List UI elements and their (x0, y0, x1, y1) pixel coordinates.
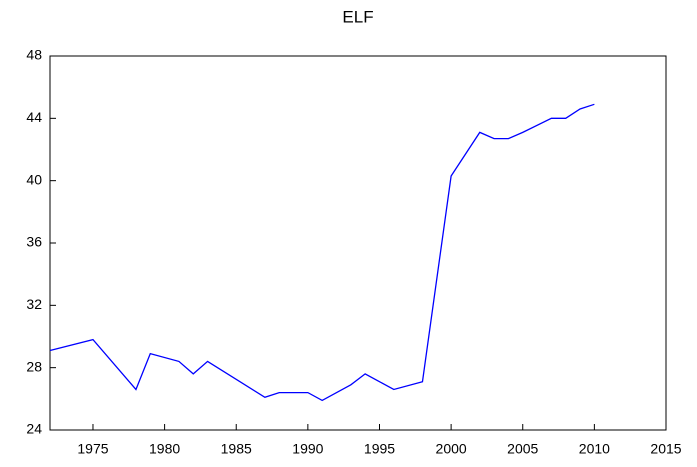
x-tick-label: 2005 (507, 441, 538, 457)
x-tick-label: 1990 (292, 441, 323, 457)
x-tick-label: 1975 (77, 441, 108, 457)
x-tick-label: 2015 (650, 441, 681, 457)
x-tick-label: 2000 (436, 441, 467, 457)
y-tick-label: 44 (26, 109, 42, 125)
x-tick-label: 1980 (149, 441, 180, 457)
x-tick-label: 2010 (579, 441, 610, 457)
y-tick-label: 48 (26, 47, 42, 63)
chart-title: ELF (342, 7, 373, 26)
y-tick-label: 32 (26, 296, 42, 312)
y-tick-label: 40 (26, 171, 42, 187)
y-tick-label: 36 (26, 234, 42, 250)
x-tick-label: 1995 (364, 441, 395, 457)
y-tick-label: 24 (26, 421, 42, 437)
x-tick-label: 1985 (221, 441, 252, 457)
line (49, 103, 595, 402)
y-tick-label: 28 (26, 358, 42, 374)
